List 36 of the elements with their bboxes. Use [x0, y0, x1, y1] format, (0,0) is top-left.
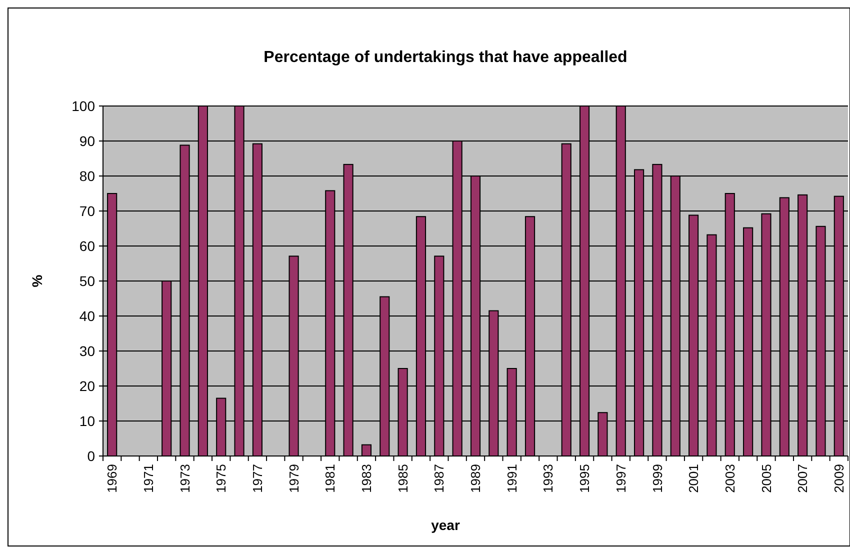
- x-tick-label: 2005: [758, 464, 774, 493]
- x-tick-label: 1975: [214, 464, 229, 493]
- x-tick-label: 1983: [359, 464, 374, 493]
- x-tick-label: 1989: [468, 464, 484, 493]
- x-tick-label: 1991: [504, 464, 520, 493]
- x-tick-label: 1979: [286, 464, 302, 493]
- y-tick-label: 40: [79, 308, 96, 324]
- x-axis-title: year: [431, 517, 460, 533]
- chart-title: Percentage of undertakings that have appealled: [264, 49, 628, 66]
- x-tick-label: 1971: [140, 464, 156, 493]
- y-tick-label: 0: [87, 448, 96, 464]
- x-tick-label: 1987: [432, 464, 447, 493]
- y-tick-label: 50: [79, 272, 96, 289]
- y-tick-label: 30: [79, 342, 96, 359]
- y-tick-label: 70: [79, 202, 96, 219]
- x-tick-label: 2007: [795, 464, 810, 493]
- x-tick-label: 1999: [650, 464, 665, 493]
- x-tick-label: 1977: [250, 464, 265, 493]
- x-tick-label: 1981: [322, 464, 338, 493]
- x-tick-label: 2009: [831, 464, 846, 493]
- y-tick-label: 20: [79, 378, 96, 394]
- y-tick-label: 100: [72, 98, 96, 114]
- bar: [361, 444, 372, 456]
- x-tick-label: 1969: [104, 464, 120, 493]
- x-tick-label: 1973: [177, 464, 192, 493]
- y-tick-label: 80: [79, 168, 96, 184]
- x-tick-label: 1995: [577, 464, 592, 493]
- x-tick-label: 1993: [540, 464, 556, 493]
- x-tick-label: 1985: [395, 464, 410, 493]
- x-tick-label: 2003: [722, 464, 738, 493]
- x-tick-label: 1997: [613, 464, 628, 493]
- y-tick-label: 10: [79, 412, 96, 429]
- x-tick-label: 2001: [686, 464, 702, 493]
- y-tick-label: 90: [79, 132, 96, 149]
- y-tick-label: 60: [79, 238, 96, 254]
- y-axis-title: %: [29, 274, 45, 288]
